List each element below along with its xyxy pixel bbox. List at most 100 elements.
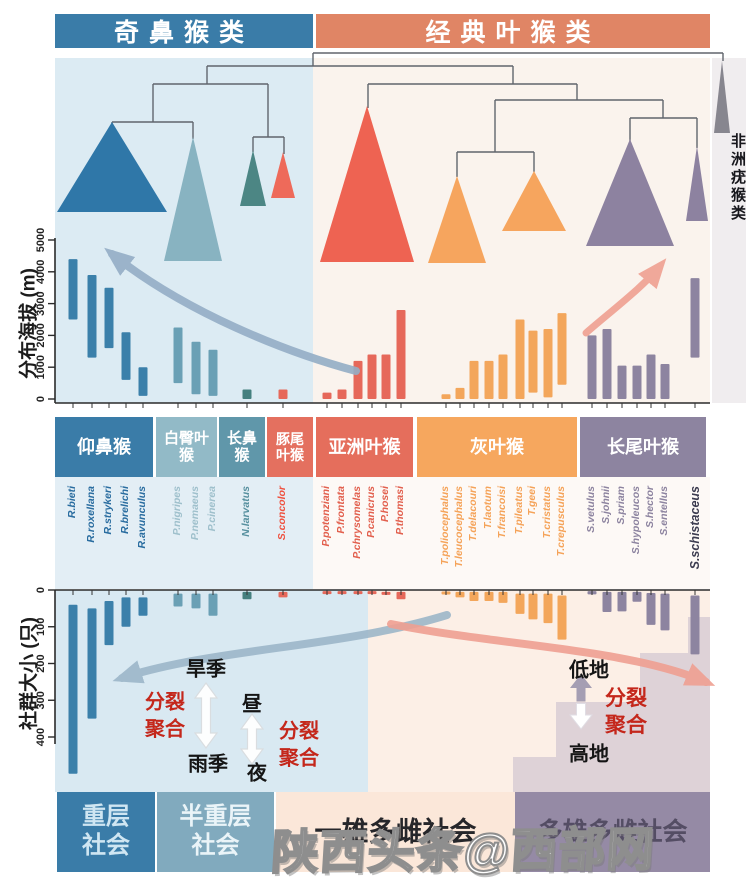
species-label-S.vetulus: S.vetulus bbox=[585, 486, 597, 533]
species-label-S.schistaceus: S.schistaceus bbox=[688, 486, 702, 570]
elevation-tick-label: 4000 bbox=[35, 260, 47, 284]
elevation-bar-S.entellus bbox=[660, 364, 670, 399]
annotation-fusion-left: 聚合 bbox=[145, 718, 185, 741]
group-size-bar-R.bieti bbox=[68, 604, 78, 774]
group-size-tick-label: 100 bbox=[35, 618, 47, 636]
elevation-bar-S.hypoleucos bbox=[632, 365, 642, 399]
species-label-T.leucocephalus: T.leucocephalus bbox=[453, 486, 465, 568]
species-label-R.brelichi: R.brelichi bbox=[119, 486, 131, 534]
schistaceus-clade bbox=[686, 146, 708, 221]
group-size-tick-label: 200 bbox=[35, 654, 47, 672]
elevation-bar-R.strykeri bbox=[104, 287, 114, 349]
elevation-tick-label: 2000 bbox=[35, 323, 47, 347]
trachypithecus-clade bbox=[502, 171, 566, 231]
elevation-bar-T.laotum bbox=[484, 360, 494, 399]
group-size-tick-label: 0 bbox=[35, 587, 47, 593]
elevation-bar-T.francoisi bbox=[498, 354, 508, 399]
elevation-bar-R.bieti bbox=[68, 259, 78, 320]
species-label-P.chrysomelas: P.chrysomelas bbox=[351, 486, 363, 559]
group-band-0: 仰鼻猴 bbox=[55, 417, 153, 477]
species-label-S.hypoleucos: S.hypoleucos bbox=[630, 486, 642, 555]
elevation-bar-S.hector bbox=[646, 354, 656, 399]
elevation-bar-R.avunculus bbox=[138, 367, 148, 396]
species-label-S.concolor: S.concolor bbox=[276, 486, 288, 541]
species-label-P.frontata: P.frontata bbox=[335, 486, 347, 534]
presbytis-clade bbox=[320, 106, 414, 262]
group-size-bar-S.hector bbox=[646, 592, 656, 625]
pygathrix-clade bbox=[164, 137, 222, 261]
elevation-bar-P.thomasi bbox=[396, 309, 406, 399]
group-band-1: 白臀叶猴 bbox=[156, 417, 217, 477]
group-size-bar-S.johnii bbox=[602, 591, 612, 613]
elevation-bar-T.poliocephalus bbox=[441, 394, 451, 399]
elevation-bar-P.canicrus bbox=[367, 354, 377, 399]
group-size-bar-T.laotum bbox=[484, 591, 494, 602]
species-label-N.larvatus: N.larvatus bbox=[240, 486, 252, 537]
annotation-night: 夜 bbox=[247, 762, 267, 785]
species-label-P.nemaeus: P.nemaeus bbox=[189, 486, 201, 541]
species-label-T.laotum: T.laotum bbox=[482, 486, 494, 529]
elevation-bar-T.leucocephalus bbox=[455, 387, 465, 399]
elevation-bar-P.potenziani bbox=[322, 392, 332, 399]
group-size-bar-R.strykeri bbox=[104, 601, 114, 646]
african-colobine-outgroup bbox=[714, 61, 730, 133]
lowland-highland-arrow-up bbox=[570, 674, 592, 702]
annotation-fission-mid: 分裂 bbox=[279, 720, 319, 743]
elevation-bar-P.cinerea bbox=[208, 349, 218, 396]
elevation-bar-S.concolor bbox=[278, 389, 288, 399]
group-size-tick-label: 300 bbox=[35, 691, 47, 709]
species-label-T.geei: T.geei bbox=[526, 486, 538, 516]
species-label-P.potenziani: P.potenziani bbox=[320, 486, 332, 547]
species-label-T.crepusculus: T.crepusculus bbox=[555, 486, 567, 557]
outgroup-label-african-colobines: 非洲疣猴类 bbox=[729, 133, 746, 223]
elevation-bar-P.nemaeus bbox=[191, 341, 201, 395]
group-size-bar-T.pileatus bbox=[515, 593, 525, 614]
group-size-bar-P.nemaeus bbox=[191, 593, 201, 609]
rhinopithecus-clade bbox=[57, 122, 167, 212]
elevation-increase-arrow bbox=[582, 258, 667, 337]
background-panel bbox=[313, 477, 710, 589]
elevation-bar-S.schistaceus bbox=[690, 278, 700, 358]
species-label-R.strykeri: R.strykeri bbox=[102, 486, 114, 535]
elevation-tick-label: 5000 bbox=[35, 228, 47, 252]
group-size-bar-P.cinerea bbox=[208, 593, 218, 616]
group-size-bar-N.larvatus bbox=[242, 591, 252, 600]
species-label-S.priam: S.priam bbox=[615, 486, 627, 525]
elevation-decrease-arrow bbox=[104, 247, 360, 375]
group-size-bar-T.cristatus bbox=[543, 593, 553, 624]
group-size-bar-R.avunculus bbox=[138, 597, 148, 616]
species-label-P.nigripes: P.nigripes bbox=[171, 486, 183, 536]
annotation-fission-left: 分裂 bbox=[145, 691, 185, 714]
elevation-bar-P.frontata bbox=[337, 389, 347, 399]
annotation-dry-season: 旱季 bbox=[186, 658, 226, 681]
group-size-bar-T.geei bbox=[528, 593, 538, 620]
annotation-wet-season: 雨季 bbox=[188, 753, 228, 776]
species-label-P.cinerea: P.cinerea bbox=[206, 486, 218, 532]
group-size-axis-label: 社群大小 (只) bbox=[19, 617, 40, 730]
group-band-3: 豚尾叶猴 bbox=[267, 417, 313, 477]
group-size-bar-R.brelichi bbox=[121, 597, 131, 627]
elevation-bar-T.pileatus bbox=[515, 319, 525, 399]
group-size-bar-P.thomasi bbox=[396, 591, 406, 600]
groupsize-increase-right-arrow bbox=[387, 620, 716, 686]
background-panel bbox=[55, 477, 313, 589]
trachypithecus-limestone-clade bbox=[428, 176, 486, 263]
species-label-T.pileatus: T.pileatus bbox=[513, 486, 525, 535]
nasalis-clade bbox=[240, 150, 266, 206]
social-band-0: 重层社会 bbox=[57, 792, 155, 872]
annotation-highland: 高地 bbox=[569, 743, 609, 766]
elevation-bar-T.geei bbox=[528, 330, 538, 393]
elevation-bar-S.priam bbox=[617, 365, 627, 399]
social-band-1: 半重层社会 bbox=[157, 792, 274, 872]
group-band-4: 亚洲叶猴 bbox=[316, 417, 413, 477]
species-label-R.bieti: R.bieti bbox=[66, 486, 78, 519]
group-size-bar-R.roxellana bbox=[87, 608, 97, 719]
social-band-3: 多雄多雌社会 bbox=[515, 792, 710, 872]
dry-wet-season-arrow bbox=[193, 681, 219, 750]
elevation-bar-T.delacouri bbox=[469, 360, 479, 399]
elevation-axis-label: 分布海拔 (m) bbox=[18, 268, 40, 379]
species-label-T.poliocephalus: T.poliocephalus bbox=[439, 486, 451, 566]
group-size-tick-label: 400 bbox=[35, 728, 47, 746]
